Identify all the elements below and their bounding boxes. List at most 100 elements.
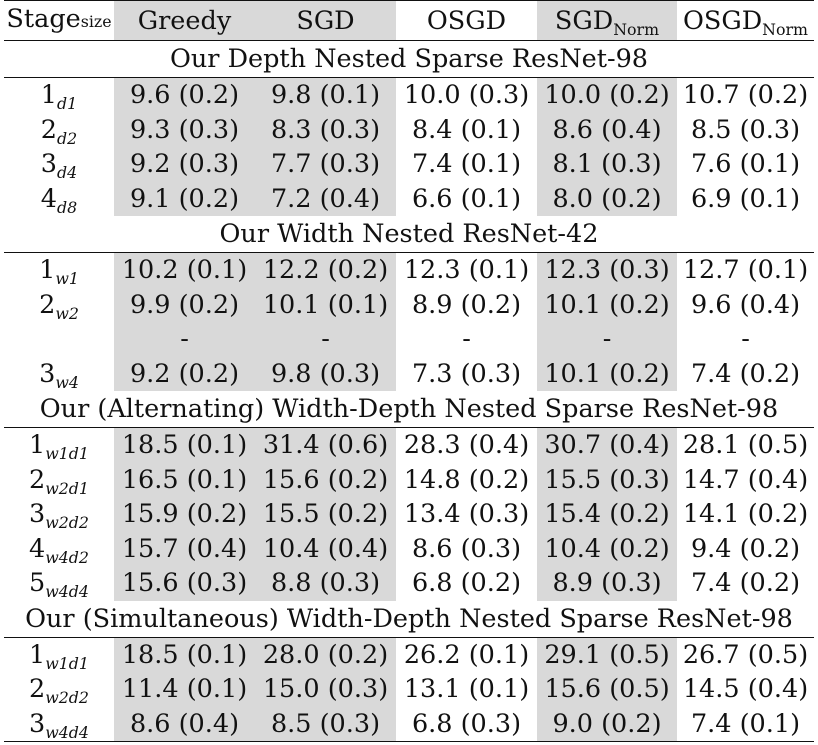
stage-cell: 1w1d1 — [29, 639, 89, 673]
stage-cell: 1w1d1 — [29, 430, 89, 464]
table-row: 3w2d2 15.9 (0.2) 15.5 (0.2) 13.4 (0.3) 15.4 … — [4, 497, 814, 532]
section-header: Our Depth Nested Sparse ResNet-98 — [4, 40, 814, 78]
value-cell: 8.9 (0.3) — [537, 566, 677, 601]
value-cell: - — [537, 322, 677, 357]
table-row: 2d2 9.3 (0.3) 8.3 (0.3) 8.4 (0.1) 8.6 (0.4) 8… — [4, 112, 814, 147]
header-greedy: Greedy — [114, 0, 255, 41]
header-osgd-norm: OSGDNorm — [677, 0, 814, 41]
value-cell: 7.6 (0.1) — [690, 149, 801, 179]
value-cell: 7.7 (0.3) — [255, 147, 396, 182]
table-row: 1w1d1 18.5 (0.1) 31.4 (0.6) 28.3 (0.4) 30.7 … — [4, 427, 814, 464]
section-header: Our Width Nested ResNet-42 — [4, 216, 814, 253]
value-cell: 8.3 (0.3) — [255, 112, 396, 147]
header-sgd: SGD — [255, 0, 396, 41]
value-cell: 8.0 (0.2) — [537, 181, 677, 216]
stage-cell: 3w4 — [39, 358, 79, 392]
section-title: Our Depth Nested Sparse ResNet-98 — [4, 40, 814, 78]
stage-cell: 3w2d2 — [29, 499, 89, 533]
value-cell: 13.4 (0.3) — [403, 499, 530, 529]
table-row: 2w2d1 16.5 (0.1) 15.6 (0.2) 14.8 (0.2) 15.5 … — [4, 462, 814, 498]
table-row: 3w4 9.2 (0.2) 9.8 (0.3) 7.3 (0.3) 10.1 (0.2)… — [4, 356, 814, 392]
value-cell: 6.8 (0.3) — [396, 706, 537, 742]
stage-cell: 5w4d4 — [29, 568, 89, 602]
value-cell: 9.2 (0.3) — [114, 147, 255, 182]
value-cell: 8.9 (0.2) — [411, 289, 522, 320]
value-cell: 10.7 (0.2) — [682, 80, 809, 110]
value-cell: 28.0 (0.2) — [255, 637, 396, 672]
value-cell: 10.1 (0.1) — [255, 287, 396, 322]
value-cell: 6.8 (0.2) — [411, 568, 522, 598]
value-cell: 9.8 (0.1) — [255, 77, 396, 113]
value-cell: 10.1 (0.2) — [537, 356, 677, 391]
value-cell: 10.4 (0.2) — [537, 531, 677, 566]
table-row: 2w2 9.9 (0.2) 10.1 (0.1) 8.9 (0.2) 10.1 (0.2… — [4, 287, 814, 323]
value-cell: 12.3 (0.1) — [403, 255, 530, 285]
value-cell: 8.8 (0.3) — [255, 566, 396, 601]
stage-cell: 1d1 — [40, 80, 78, 114]
value-cell: 29.1 (0.5) — [537, 637, 677, 672]
value-cell: 6.9 (0.1) — [690, 183, 801, 214]
stage-cell: 1w1 — [39, 255, 79, 289]
value-cell: 9.6 (0.4) — [690, 289, 801, 320]
value-cell: 28.1 (0.5) — [682, 430, 809, 460]
value-cell: 18.5 (0.1) — [114, 637, 255, 672]
value-cell: 15.7 (0.4) — [114, 531, 255, 566]
table-row: 5w4d4 15.6 (0.3) 8.8 (0.3) 6.8 (0.2) 8.9 (0.… — [4, 566, 814, 601]
value-cell: 15.5 (0.2) — [255, 497, 396, 532]
stage-cell: 2w2 — [39, 289, 79, 323]
header-stage: Stagesize — [4, 0, 114, 41]
value-cell: 6.6 (0.1) — [411, 183, 522, 214]
section-title: Our (Alternating) Width-Depth Nested Spa… — [4, 391, 814, 428]
value-cell: 8.5 (0.3) — [255, 706, 396, 742]
stage-cell: 4d8 — [40, 183, 78, 217]
header-sgd-norm: SGDNorm — [537, 0, 677, 41]
value-cell: 8.6 (0.4) — [537, 112, 677, 147]
value-cell: 9.2 (0.2) — [114, 356, 255, 391]
value-cell: 7.2 (0.4) — [255, 181, 396, 216]
table-row: 3w4d4 8.6 (0.4) 8.5 (0.3) 6.8 (0.3) 9.0 (0.2… — [4, 706, 814, 742]
value-cell: 15.4 (0.2) — [537, 497, 677, 532]
stage-cell: 4w4d2 — [29, 533, 89, 567]
table-row: 4w4d2 15.7 (0.4) 10.4 (0.4) 8.6 (0.3) 10.4 (… — [4, 531, 814, 567]
value-cell: 14.5 (0.4) — [682, 674, 809, 704]
value-cell: 10.2 (0.1) — [114, 252, 255, 288]
value-cell: 14.8 (0.2) — [403, 464, 530, 495]
value-cell: 15.9 (0.2) — [114, 497, 255, 532]
value-cell: - — [741, 324, 750, 354]
value-cell: 12.7 (0.1) — [682, 255, 809, 285]
results-table: Stagesize Greedy SGD OSGD SGDNorm OSGDNo… — [4, 0, 814, 742]
value-cell: 9.3 (0.3) — [114, 112, 255, 147]
value-cell: 9.4 (0.2) — [690, 533, 801, 564]
stage-cell: 2w2d2 — [29, 674, 89, 708]
value-cell: 30.7 (0.4) — [537, 427, 677, 463]
value-cell: 15.5 (0.3) — [537, 462, 677, 497]
value-cell: 15.6 (0.3) — [114, 566, 255, 601]
value-cell: 14.1 (0.2) — [682, 499, 809, 529]
value-cell: 16.5 (0.1) — [114, 462, 255, 497]
value-cell: 15.6 (0.5) — [537, 672, 677, 707]
stage-cell: 2w2d1 — [29, 464, 89, 498]
header-osgd: OSGD — [396, 0, 537, 41]
value-cell: 8.1 (0.3) — [537, 147, 677, 182]
value-cell: 10.0 (0.2) — [537, 77, 677, 113]
value-cell: - — [255, 322, 396, 357]
value-cell: 13.1 (0.1) — [403, 674, 530, 704]
table-row: ----- — [4, 322, 814, 357]
value-cell: 14.7 (0.4) — [682, 464, 809, 495]
section-header: Our (Simultaneous) Width-Depth Nested Sp… — [4, 600, 814, 638]
stage-cell: 3d4 — [40, 149, 78, 183]
value-cell: 10.4 (0.4) — [255, 531, 396, 566]
stage-cell — [4, 322, 114, 357]
section-header: Our (Alternating) Width-Depth Nested Spa… — [4, 391, 814, 428]
value-cell: 10.0 (0.3) — [403, 80, 530, 110]
value-cell: 26.7 (0.5) — [682, 639, 809, 670]
value-cell: 7.4 (0.1) — [411, 149, 522, 179]
value-cell: 9.8 (0.3) — [255, 356, 396, 391]
value-cell: 8.5 (0.3) — [690, 114, 801, 145]
table-row: 1w1d1 18.5 (0.1) 28.0 (0.2) 26.2 (0.1) 29.1 … — [4, 637, 814, 672]
value-cell: 7.3 (0.3) — [411, 358, 522, 389]
value-cell: 18.5 (0.1) — [114, 427, 255, 463]
value-cell: 8.6 (0.3) — [411, 533, 522, 564]
value-cell: 26.2 (0.1) — [403, 639, 530, 670]
value-cell: 9.1 (0.2) — [114, 181, 255, 216]
